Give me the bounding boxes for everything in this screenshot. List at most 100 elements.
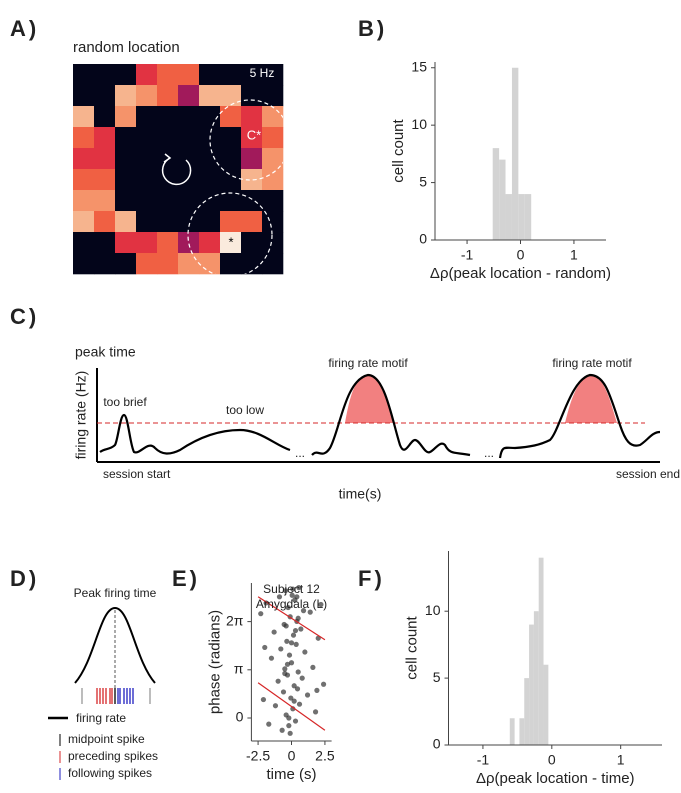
bar bbox=[509, 718, 515, 745]
x-label: time (s) bbox=[267, 766, 317, 783]
heat-cell bbox=[115, 127, 137, 149]
heat-cell bbox=[262, 211, 284, 233]
point bbox=[292, 627, 299, 634]
heat-cell bbox=[262, 190, 284, 212]
heat-cell bbox=[73, 148, 95, 170]
heat-cell bbox=[241, 64, 263, 86]
bar bbox=[499, 159, 506, 240]
heat-cell bbox=[220, 169, 242, 191]
annotation: 5 Hz bbox=[250, 66, 275, 80]
point bbox=[262, 644, 268, 651]
point bbox=[292, 718, 299, 724]
heat-cell bbox=[157, 232, 179, 254]
heat-cell bbox=[262, 148, 284, 170]
y-tick-label: 0 bbox=[419, 231, 427, 247]
bar bbox=[505, 194, 512, 240]
y-label: cell count bbox=[403, 615, 420, 679]
x-tick-label: -1 bbox=[461, 247, 474, 263]
bar bbox=[524, 678, 530, 745]
heat-cell bbox=[115, 232, 137, 254]
heat-cell bbox=[157, 106, 179, 128]
annotation: C* bbox=[247, 127, 261, 142]
x-tick-label: 0 bbox=[517, 247, 525, 263]
point bbox=[290, 706, 296, 712]
heat-cell bbox=[262, 253, 284, 275]
heat-cell bbox=[136, 211, 158, 233]
heat-cell bbox=[220, 190, 242, 212]
rate-curve bbox=[311, 373, 471, 457]
panel-d: D) Peak firing time firing rate midpoint… bbox=[10, 566, 158, 780]
point bbox=[286, 723, 292, 729]
heat-cell bbox=[136, 169, 158, 191]
heat-cell bbox=[115, 106, 137, 128]
point bbox=[296, 585, 302, 591]
point bbox=[291, 698, 297, 704]
point bbox=[268, 655, 275, 661]
y-label: firing rate (Hz) bbox=[73, 371, 89, 460]
heat-cell bbox=[262, 232, 284, 254]
heat-cell bbox=[178, 253, 200, 275]
point bbox=[310, 664, 316, 670]
bar bbox=[529, 624, 534, 745]
heat-cell bbox=[73, 253, 95, 275]
heat-cell bbox=[157, 190, 179, 212]
heat-cell bbox=[115, 169, 137, 191]
heat-cell bbox=[94, 211, 116, 233]
annotation: session start bbox=[103, 467, 171, 481]
point bbox=[312, 709, 319, 715]
heat-cell bbox=[199, 169, 221, 191]
fit-line bbox=[257, 682, 326, 731]
point bbox=[318, 601, 324, 608]
bar bbox=[519, 718, 525, 745]
ellipsis: ... bbox=[295, 446, 305, 460]
point bbox=[304, 692, 311, 698]
heat-cell bbox=[136, 232, 158, 254]
point bbox=[286, 715, 292, 721]
heat-cell bbox=[178, 232, 200, 254]
y-label: phase (radians) bbox=[206, 610, 223, 714]
heat-cell bbox=[241, 190, 263, 212]
heat-cell bbox=[199, 232, 221, 254]
heat-cell bbox=[178, 64, 200, 86]
bar bbox=[518, 194, 525, 240]
heat-cell bbox=[241, 211, 263, 233]
rate-curve bbox=[498, 373, 661, 459]
legend-label: following spikes bbox=[68, 766, 152, 780]
heat-cell bbox=[157, 169, 179, 191]
annotation: session end bbox=[616, 467, 680, 481]
x-tick-label: 0 bbox=[288, 748, 296, 764]
chart-subtitle: Amygdala (L) bbox=[256, 597, 327, 611]
point bbox=[302, 649, 308, 655]
point bbox=[287, 730, 293, 736]
chart-title: Subject 12 bbox=[263, 582, 320, 596]
motif-fill bbox=[565, 375, 617, 423]
point bbox=[282, 588, 289, 594]
heat-cell bbox=[94, 253, 116, 275]
heat-cell bbox=[178, 169, 200, 191]
annotation: * bbox=[228, 234, 233, 249]
heat-cell bbox=[262, 64, 284, 86]
heat-cell bbox=[220, 253, 242, 275]
heat-cell bbox=[241, 85, 263, 107]
point bbox=[260, 696, 267, 703]
point bbox=[285, 604, 291, 611]
heat-cell bbox=[94, 190, 116, 212]
panel-label: F) bbox=[358, 566, 385, 591]
rate-curve bbox=[74, 606, 156, 684]
heat-cell bbox=[94, 232, 116, 254]
bar bbox=[538, 557, 544, 745]
heat-cell bbox=[73, 106, 95, 128]
x-label: Δρ(peak location - time) bbox=[476, 770, 635, 787]
heat-cell bbox=[241, 169, 263, 191]
overlay bbox=[187, 99, 283, 274]
heat-cell bbox=[73, 64, 95, 86]
point bbox=[289, 592, 295, 598]
point bbox=[271, 629, 277, 635]
heat-cell bbox=[220, 232, 242, 254]
heat-cell bbox=[94, 106, 116, 128]
spikes-other bbox=[81, 688, 151, 704]
heat-cell bbox=[94, 85, 116, 107]
heat-cell bbox=[178, 106, 200, 128]
bar bbox=[543, 664, 549, 745]
